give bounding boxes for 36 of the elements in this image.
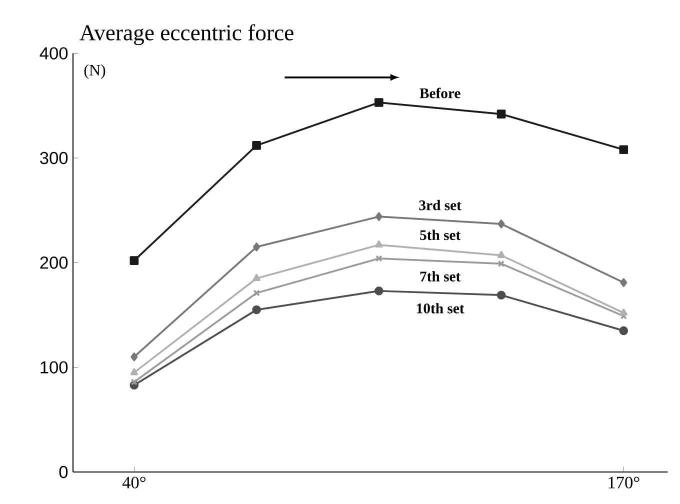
y-axis-title: (N) bbox=[84, 64, 106, 79]
point bbox=[130, 368, 138, 376]
series-label: Before bbox=[420, 88, 460, 98]
x-tick-label: 40° bbox=[122, 476, 146, 488]
point bbox=[374, 240, 383, 248]
y-tick-label: 400 bbox=[40, 47, 68, 60]
point bbox=[130, 352, 138, 362]
point bbox=[252, 141, 261, 150]
point bbox=[375, 212, 382, 222]
series-label: 3rd set bbox=[419, 200, 462, 210]
point bbox=[374, 98, 384, 107]
point bbox=[376, 255, 382, 262]
point bbox=[497, 250, 506, 258]
point bbox=[620, 278, 628, 287]
point bbox=[253, 290, 260, 296]
point bbox=[620, 308, 628, 316]
series-label: 7th set bbox=[420, 271, 461, 282]
point bbox=[252, 274, 260, 282]
x-tick-label: 170° bbox=[608, 476, 640, 488]
series-label: 5th set bbox=[420, 230, 461, 240]
y-tick-label: 300 bbox=[40, 152, 68, 164]
point bbox=[498, 260, 505, 268]
series-label: 10th set bbox=[417, 303, 464, 314]
y-tick-label: 200 bbox=[40, 256, 68, 269]
point bbox=[496, 290, 506, 300]
point bbox=[619, 326, 628, 336]
point bbox=[130, 256, 139, 265]
point bbox=[252, 305, 261, 314]
point bbox=[374, 286, 384, 296]
point bbox=[619, 145, 628, 154]
y-tick-label: 100 bbox=[40, 361, 68, 374]
y-tick-label: 0 bbox=[59, 466, 68, 478]
point bbox=[498, 220, 505, 228]
point bbox=[253, 242, 260, 252]
chart-title: Average eccentric force bbox=[80, 24, 294, 46]
point bbox=[496, 110, 506, 118]
